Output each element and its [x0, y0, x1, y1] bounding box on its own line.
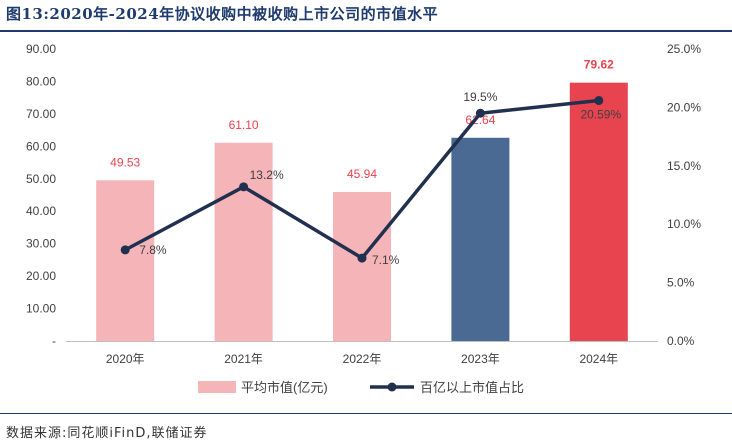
line-point-2021年 [239, 182, 249, 192]
line-point-2024年 [594, 96, 604, 106]
line-value-label: 13.2% [250, 168, 284, 182]
line-value-label: 7.8% [139, 243, 167, 257]
y-right-tick-label: 25.0% [667, 42, 701, 56]
legend-bar-swatch [198, 381, 236, 393]
figure-title: 图13:2020年-2024年协议收购中被收购上市公司的市值水平 [6, 5, 439, 23]
y-left-tick-label: 90.00 [26, 42, 56, 56]
bottom-rule [0, 413, 732, 414]
bar-2021年 [214, 142, 273, 341]
title-rule [0, 30, 732, 32]
y-right-tick-label: 10.0% [667, 217, 701, 231]
x-tick-label: 2020年 [106, 352, 145, 366]
legend-line-label: 百亿以上市值占比 [420, 380, 524, 395]
chart: - 10.00 20.00 30.00 40.00 50.00 60.00 70.00 80.0… [26, 42, 701, 395]
bar-value-label: 45.94 [347, 167, 377, 181]
x-tick-label: 2022年 [343, 352, 382, 366]
bar-2023年 [451, 137, 510, 341]
y-left-tick-label: 20.00 [26, 269, 56, 283]
legend-bar-label: 平均市值(亿元) [241, 380, 328, 395]
y-left-tick-label: 80.00 [26, 74, 56, 88]
bar-2022年 [333, 191, 391, 341]
y-left-tick-label: 10.00 [26, 302, 56, 316]
line-value-label: 19.5% [463, 90, 497, 104]
line-point-2023年 [475, 108, 485, 118]
line-value-label: 7.1% [372, 253, 400, 267]
legend-line-marker [387, 382, 397, 392]
y-left-tick-label: - [52, 334, 56, 348]
line-value-label: 20.59% [580, 108, 621, 122]
y-right-tick-label: 15.0% [667, 159, 701, 173]
y-left-tick-label: 50.00 [26, 172, 56, 186]
bar-2024年 [569, 82, 628, 341]
bar-value-label: 49.53 [110, 155, 140, 169]
x-tick-label: 2023年 [461, 352, 500, 366]
y-left-tick-label: 30.00 [26, 237, 56, 251]
y-left-tick-label: 40.00 [26, 204, 56, 218]
data-source: 数据来源:同花顺iFinD,联储证券 [6, 426, 208, 441]
x-tick-label: 2021年 [224, 352, 263, 366]
y-left-tick-label: 70.00 [26, 107, 56, 121]
x-tick-label: 2024年 [579, 352, 618, 366]
bar-2020年 [96, 180, 155, 341]
y-right-tick-label: 20.0% [667, 100, 701, 114]
y-right-tick-label: 5.0% [667, 276, 695, 290]
line-point-2020年 [120, 245, 130, 255]
y-left-tick-label: 60.00 [26, 139, 56, 153]
bar-value-label: 79.62 [584, 58, 614, 72]
y-right-tick-label: 0.0% [667, 334, 695, 348]
bar-value-label: 61.10 [229, 118, 259, 132]
line-point-2022年 [357, 253, 367, 263]
